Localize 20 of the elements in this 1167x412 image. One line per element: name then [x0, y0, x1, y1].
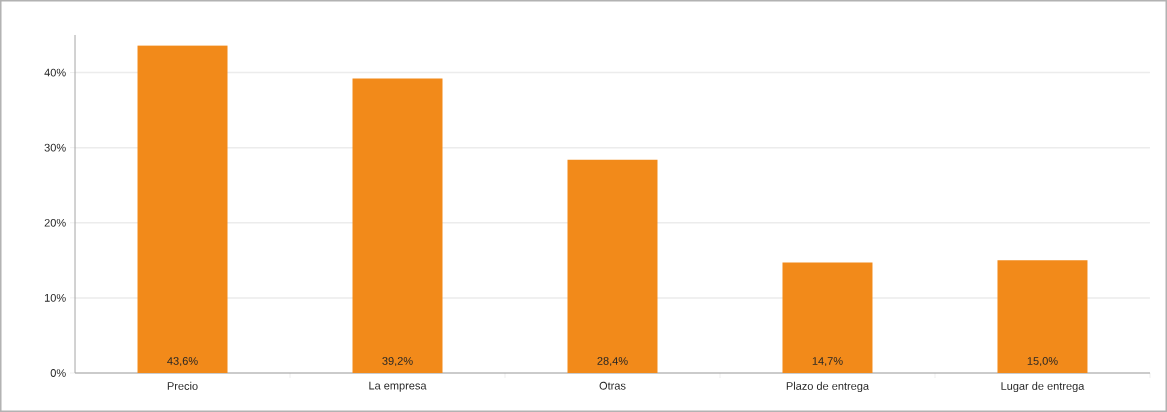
y-tick-label: 40% [44, 68, 66, 77]
x-tick-label: Lugar de entrega [1001, 381, 1085, 393]
x-tick-label: Precio [167, 381, 198, 390]
y-tick-label: 20% [44, 218, 66, 227]
y-tick-label: 30% [44, 143, 66, 152]
bar [997, 260, 1088, 373]
x-tick-label: Otras [599, 381, 626, 390]
data-label: 15,0% [1027, 357, 1058, 367]
data-label: 28,4% [597, 357, 628, 367]
x-tick-label: Plazo de entrega [786, 381, 870, 393]
x-tick-label: La empresa [369, 381, 427, 392]
y-tick-label: 10% [44, 293, 66, 302]
data-label: 39,2% [382, 357, 413, 367]
bar [782, 262, 873, 373]
data-label: 43,6% [167, 357, 198, 367]
y-tick-label: 0% [50, 369, 66, 377]
data-label: 14,7% [812, 357, 843, 367]
bar [137, 45, 228, 373]
bar [567, 159, 658, 373]
bar [352, 78, 443, 373]
